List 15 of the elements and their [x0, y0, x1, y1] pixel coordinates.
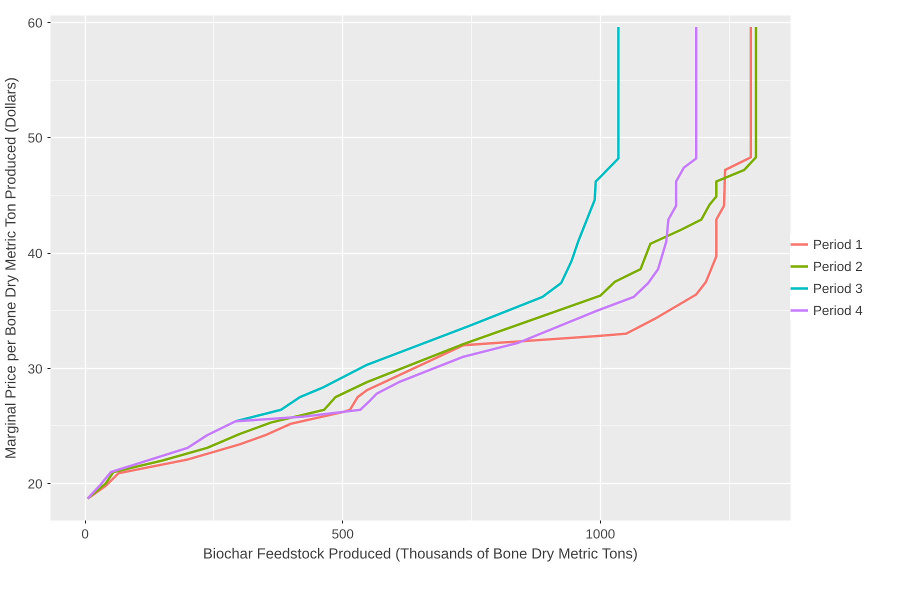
x-tick-label: 500	[332, 526, 354, 542]
y-tick-label: 60	[28, 15, 43, 30]
legend-label: Period 2	[813, 258, 863, 274]
legend-label: Period 3	[813, 280, 863, 296]
y-tick-label: 20	[28, 476, 43, 492]
x-tick-label: 1000	[586, 526, 616, 542]
y-tick-label: 30	[28, 361, 43, 376]
y-tick-label: 50	[28, 130, 43, 146]
x-tick-label: 0	[81, 526, 89, 542]
legend-label: Period 4	[813, 302, 863, 318]
x-axis-title: Biochar Feedstock Produced (Thousands of Bone Dry Metric Tons)	[203, 546, 638, 562]
y-axis-title: Marginal Price per Bone Dry Metric Ton Produced (Dollars)	[4, 77, 20, 460]
y-tick-label: 40	[28, 246, 43, 262]
legend-label: Period 1	[813, 236, 863, 252]
line-series	[234, 26, 620, 423]
